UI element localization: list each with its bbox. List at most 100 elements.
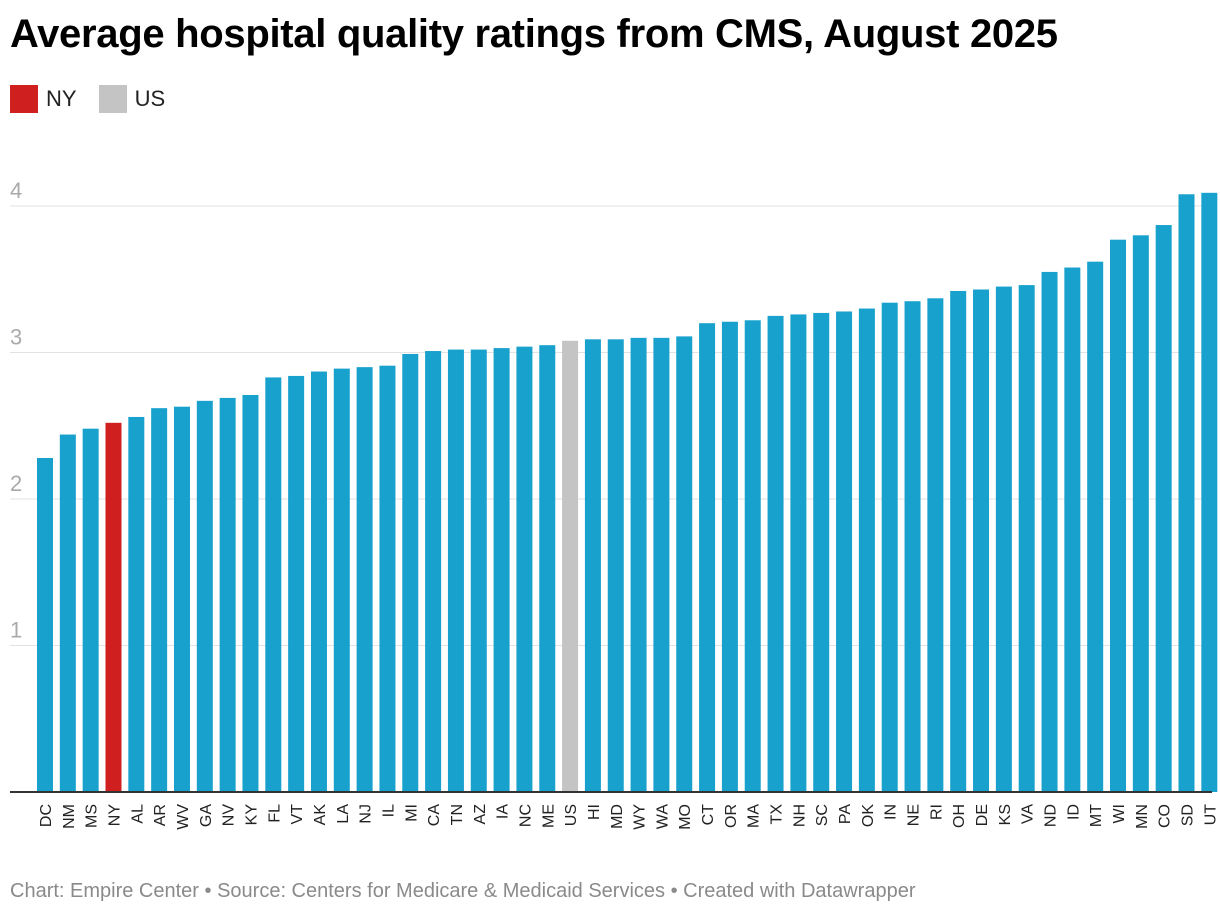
bar-nv — [219, 397, 236, 792]
legend-label-ny: NY — [46, 86, 77, 111]
bar-ok — [858, 308, 875, 792]
x-tick-label-il: IL — [380, 804, 397, 817]
bar-vt — [288, 375, 305, 792]
x-tick-label-sc: SC — [814, 804, 831, 826]
legend-item-ny: NY — [10, 85, 77, 113]
x-tick-label-fl: FL — [266, 804, 283, 823]
x-tick-label-tn: TN — [449, 804, 466, 825]
chart-footer: Chart: Empire Center • Source: Centers f… — [10, 880, 916, 902]
x-tick-label-ar: AR — [152, 804, 169, 826]
bar-il — [379, 365, 396, 792]
legend: NY US — [10, 85, 165, 113]
y-tick-label-3: 3 — [10, 325, 22, 350]
bar-ri — [927, 298, 944, 792]
x-tick-label-or: OR — [723, 804, 740, 828]
bar-md — [607, 339, 624, 792]
bar-ks — [995, 286, 1012, 792]
bar-in — [881, 302, 898, 792]
x-tick-label-id: ID — [1065, 804, 1082, 820]
x-tick-label-mn: MN — [1134, 804, 1151, 829]
x-tick-label-ny: NY — [106, 804, 123, 827]
chart-title: Average hospital quality ratings from CM… — [10, 12, 1058, 56]
bar-ar — [151, 408, 168, 792]
x-tick-label-az: AZ — [472, 804, 489, 825]
x-tick-label-va: VA — [1020, 804, 1037, 824]
bar-nm — [59, 434, 76, 792]
bar-id — [1064, 267, 1081, 792]
bar-ma — [744, 320, 761, 792]
bar-ne — [904, 301, 921, 792]
x-tick-label-vt: VT — [289, 804, 306, 825]
x-tick-label-ut: UT — [1202, 804, 1219, 826]
x-tick-label-ak: AK — [312, 804, 329, 826]
legend-swatch-us — [98, 85, 127, 113]
bar-ut — [1201, 192, 1218, 792]
bar-wy — [630, 337, 647, 792]
x-tick-label-ok: OK — [860, 804, 877, 827]
bar-hi — [584, 339, 601, 792]
bar-me — [539, 345, 556, 792]
x-tick-label-mi: MI — [403, 804, 420, 822]
x-tick-label-la: LA — [335, 804, 352, 824]
bar-pa — [836, 311, 853, 792]
x-tick-label-ks: KS — [997, 804, 1014, 825]
x-tick-label-ca: CA — [426, 804, 443, 827]
bar-wv — [173, 406, 190, 792]
bar-co — [1155, 225, 1172, 793]
x-tick-label-hi: HI — [586, 804, 603, 820]
x-tick-label-ga: GA — [198, 804, 215, 827]
bar-ny — [105, 422, 122, 792]
x-tick-label-ky: KY — [243, 804, 260, 826]
y-tick-label-2: 2 — [10, 471, 22, 496]
bar-mn — [1132, 235, 1149, 793]
x-tick-label-ne: NE — [906, 804, 923, 826]
bar-de — [973, 289, 990, 792]
bar-al — [128, 416, 145, 792]
x-tick-label-ia: IA — [495, 804, 512, 819]
bar-nj — [356, 367, 373, 792]
x-tick-label-us: US — [563, 804, 580, 826]
x-tick-label-nh: NH — [791, 804, 808, 827]
bar-ky — [242, 394, 259, 792]
x-tick-label-ms: MS — [84, 804, 101, 828]
bar-ca — [425, 351, 442, 792]
bar-oh — [950, 290, 967, 792]
x-tick-label-md: MD — [609, 804, 626, 829]
bar-mi — [402, 353, 419, 792]
bar-wa — [653, 337, 670, 792]
x-tick-label-dc: DC — [38, 804, 55, 827]
x-tick-label-wi: WI — [1111, 804, 1128, 824]
bar-az — [470, 349, 487, 792]
bar-nh — [790, 314, 807, 792]
x-tick-label-co: CO — [1157, 804, 1174, 828]
x-tick-label-me: ME — [540, 804, 557, 828]
x-tick-label-oh: OH — [951, 804, 968, 828]
x-tick-label-nc: NC — [517, 804, 534, 827]
x-tick-label-nv: NV — [221, 804, 238, 827]
bar-sd — [1178, 194, 1195, 792]
bar-ct — [699, 323, 716, 792]
x-tick-label-wy: WY — [632, 804, 649, 830]
y-tick-label-1: 1 — [10, 618, 22, 643]
bar-ia — [493, 348, 510, 792]
x-tick-label-ri: RI — [928, 804, 945, 820]
y-tick-label-4: 4 — [10, 178, 22, 203]
x-tick-label-de: DE — [974, 804, 991, 826]
bar-ga — [196, 400, 213, 792]
bar-ms — [82, 428, 99, 792]
x-tick-label-tx: TX — [769, 804, 786, 825]
bar-nd — [1041, 271, 1058, 792]
bar-wi — [1110, 239, 1127, 792]
x-tick-label-nm: NM — [61, 804, 78, 829]
x-tick-label-mt: MT — [1088, 804, 1105, 827]
legend-swatch-ny — [10, 85, 38, 113]
x-tick-label-nj: NJ — [358, 804, 375, 824]
x-tick-label-sd: SD — [1180, 804, 1197, 826]
legend-item-us: US — [98, 85, 165, 113]
x-tick-label-al: AL — [129, 804, 146, 824]
x-tick-label-ct: CT — [700, 804, 717, 826]
bar-sc — [813, 312, 830, 792]
bar-mo — [676, 336, 693, 792]
x-tick-label-nd: ND — [1043, 804, 1060, 827]
